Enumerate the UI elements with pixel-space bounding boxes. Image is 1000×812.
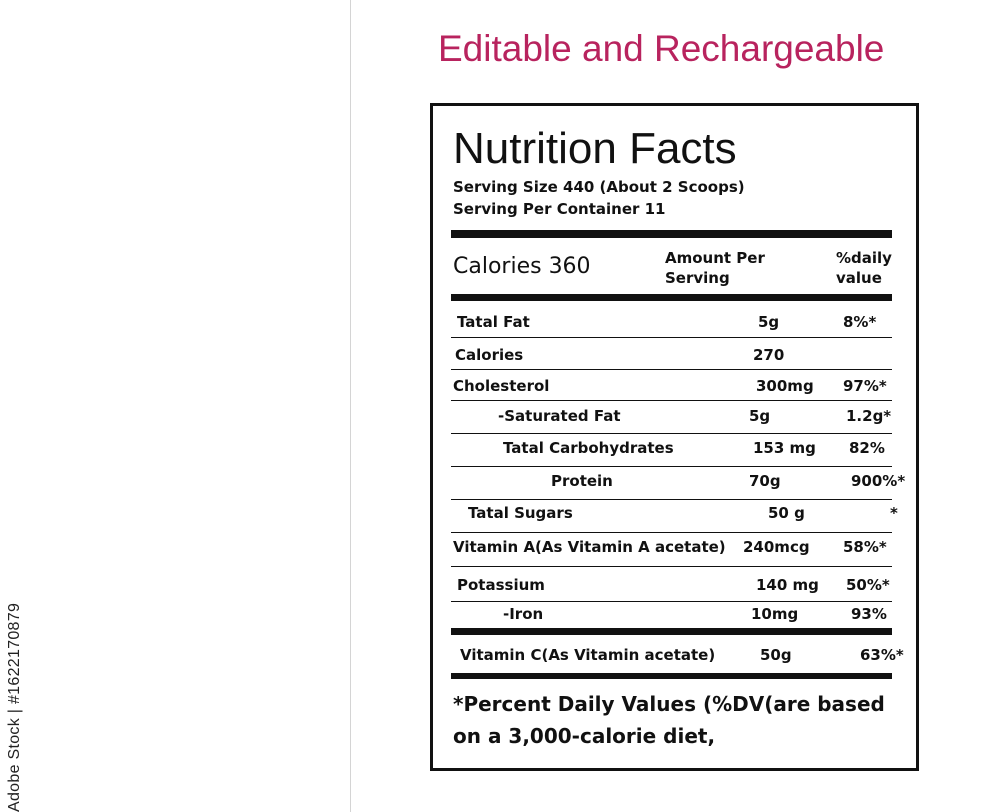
nutrient-daily-value: 82% bbox=[849, 439, 885, 457]
nutrient-amount: 5g bbox=[758, 313, 780, 331]
nutrient-amount: 153 mg bbox=[753, 439, 816, 457]
row-divider bbox=[451, 466, 892, 467]
headline: Editable and Rechargeable bbox=[438, 28, 885, 69]
nutrient-name: Vitamin C(As Vitamin acetate) bbox=[460, 646, 716, 664]
nutrient-daily-value: 93% bbox=[851, 605, 887, 623]
daily-value-heading-line2: value bbox=[836, 269, 882, 287]
nutrient-name: Tatal Carbohydrates bbox=[503, 439, 674, 457]
nutrient-amount: 70g bbox=[749, 472, 781, 490]
thick-bar-bottom bbox=[451, 673, 892, 679]
left-pane: Adobe Stock | #1622170879 bbox=[0, 0, 350, 812]
pane-divider bbox=[350, 0, 351, 812]
row-divider bbox=[451, 369, 892, 370]
row-divider bbox=[451, 433, 892, 434]
nutrient-daily-value: 97%* bbox=[843, 377, 887, 395]
nutrient-daily-value: 58%* bbox=[843, 538, 887, 556]
label-title: Nutrition Facts bbox=[453, 124, 737, 173]
nutrient-name: Tatal Sugars bbox=[468, 504, 573, 522]
nutrient-amount: 270 bbox=[753, 346, 785, 364]
row-divider bbox=[451, 566, 892, 567]
nutrient-amount: 50 g bbox=[768, 504, 805, 522]
row-divider bbox=[451, 601, 892, 602]
nutrient-amount: 10mg bbox=[751, 605, 799, 623]
nutrient-daily-value: 50%* bbox=[846, 576, 890, 594]
thick-bar-middle bbox=[451, 294, 892, 301]
nutrient-daily-value: 1.2g* bbox=[846, 407, 892, 425]
thick-bar-top bbox=[451, 230, 892, 238]
stock-watermark: Adobe Stock | #1622170879 bbox=[6, 602, 23, 812]
footnote-line1: *Percent Daily Values (%DV(are based bbox=[453, 692, 885, 716]
nutrient-daily-value: 63%* bbox=[860, 646, 904, 664]
nutrient-name: Protein bbox=[551, 472, 613, 490]
row-divider bbox=[451, 400, 892, 401]
nutrient-name: Tatal Fat bbox=[457, 313, 530, 331]
nutrient-name: Calories bbox=[455, 346, 524, 364]
nutrient-name: Vitamin A(As Vitamin A acetate) bbox=[453, 538, 726, 556]
nutrient-name: -Saturated Fat bbox=[498, 407, 621, 425]
daily-value-heading: %daily bbox=[836, 249, 892, 267]
row-divider bbox=[451, 337, 892, 338]
calories-heading: Calories 360 bbox=[453, 254, 591, 279]
row-divider bbox=[451, 532, 892, 533]
nutrient-amount: 5g bbox=[749, 407, 771, 425]
nutrient-daily-value: * bbox=[890, 504, 898, 522]
nutrient-daily-value: 8%* bbox=[843, 313, 877, 331]
nutrient-name: Potassium bbox=[457, 576, 545, 594]
nutrient-amount: 50g bbox=[760, 646, 792, 664]
nutrient-name: Cholesterol bbox=[453, 377, 550, 395]
serving-size: Serving Size 440 (About 2 Scoops) bbox=[453, 178, 745, 196]
thick-bar-lower bbox=[451, 628, 892, 635]
nutrient-daily-value: 900%* bbox=[851, 472, 906, 490]
nutrient-amount: 300mg bbox=[756, 377, 814, 395]
nutrient-name: -Iron bbox=[503, 605, 544, 623]
amount-per-heading: Amount Per bbox=[665, 249, 765, 267]
footnote-line2: on a 3,000-calorie diet, bbox=[453, 724, 716, 748]
nutrient-amount: 140 mg bbox=[756, 576, 819, 594]
amount-per-heading-line2: Serving bbox=[665, 269, 730, 287]
row-divider bbox=[451, 499, 892, 500]
nutrition-label: Nutrition Facts Serving Size 440 (About … bbox=[430, 103, 919, 771]
nutrient-amount: 240mcg bbox=[743, 538, 810, 556]
serving-per-container: Serving Per Container 11 bbox=[453, 200, 666, 218]
